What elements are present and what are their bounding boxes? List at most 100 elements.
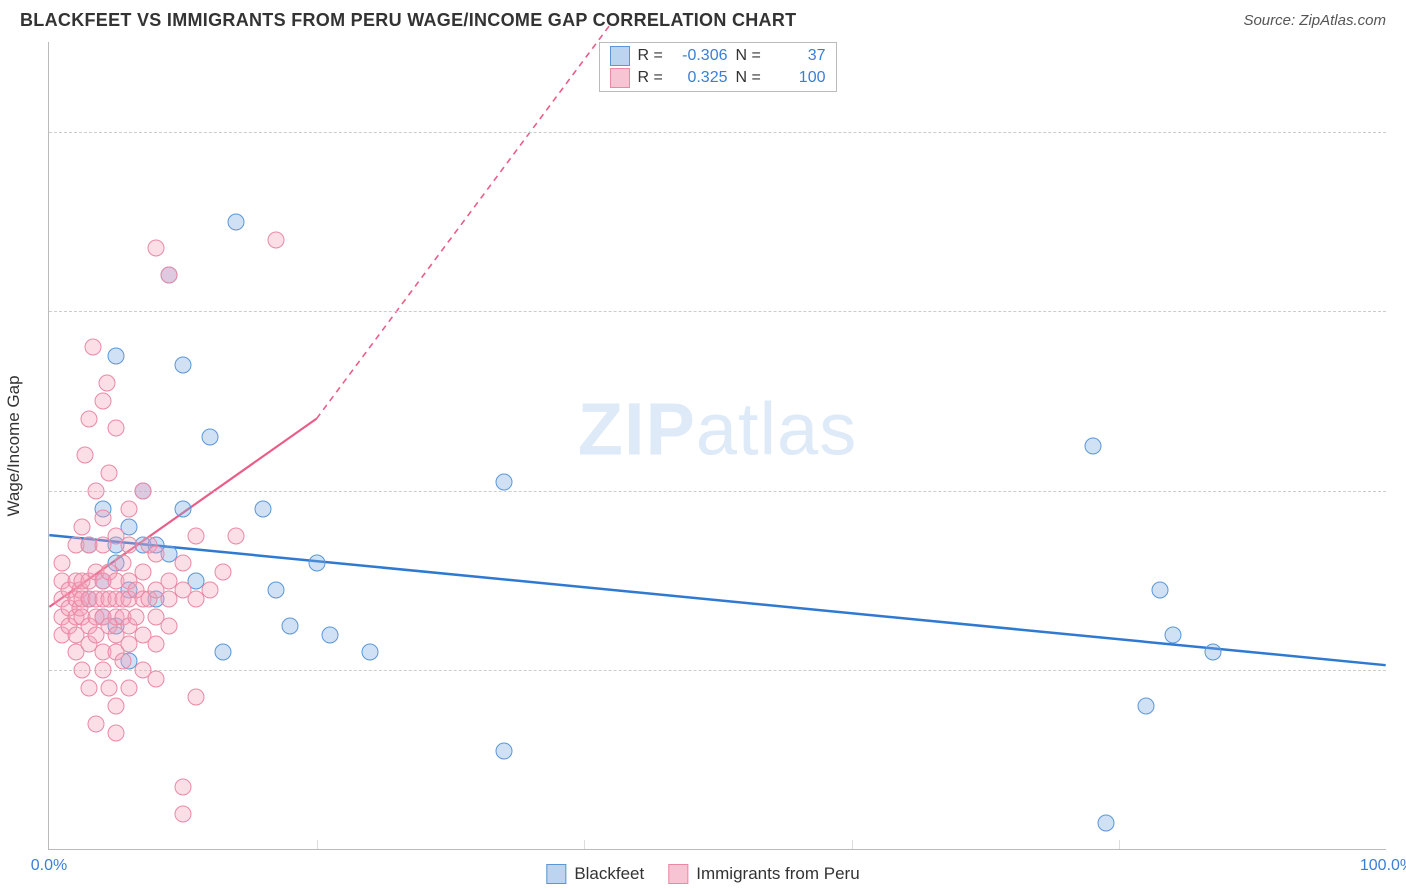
x-tick-label: 100.0% — [1360, 857, 1406, 875]
scatter-point — [114, 554, 131, 571]
scatter-point — [1164, 626, 1181, 643]
scatter-point — [98, 375, 115, 392]
stat-r-value: -0.306 — [676, 47, 728, 65]
scatter-point — [148, 671, 165, 688]
scatter-point — [94, 662, 111, 679]
chart-legend: Blackfeet Immigrants from Peru — [546, 864, 859, 884]
scatter-point — [188, 689, 205, 706]
series-swatch — [668, 864, 688, 884]
scatter-point — [1205, 644, 1222, 661]
scatter-point — [495, 743, 512, 760]
scatter-point — [161, 617, 178, 634]
gridline-vertical — [1119, 840, 1120, 849]
scatter-point — [77, 446, 94, 463]
gridline-horizontal — [49, 491, 1386, 492]
trend-line — [49, 535, 1385, 665]
series-swatch — [610, 68, 630, 88]
legend-label: Blackfeet — [574, 864, 644, 884]
scatter-point — [201, 429, 218, 446]
scatter-point — [308, 554, 325, 571]
legend-item: Immigrants from Peru — [668, 864, 859, 884]
stat-n-value: 100 — [774, 69, 826, 87]
scatter-point — [87, 716, 104, 733]
scatter-point — [87, 482, 104, 499]
scatter-point — [94, 509, 111, 526]
scatter-point — [321, 626, 338, 643]
scatter-point — [107, 348, 124, 365]
scatter-point — [127, 608, 144, 625]
scatter-point — [134, 563, 151, 580]
scatter-point — [174, 554, 191, 571]
legend-item: Blackfeet — [546, 864, 644, 884]
scatter-point — [228, 213, 245, 230]
gridline-horizontal — [49, 311, 1386, 312]
stats-row: R = 0.325 N = 100 — [600, 67, 836, 89]
scatter-point — [121, 536, 138, 553]
stat-r-label: R = — [638, 47, 668, 65]
scatter-point — [495, 473, 512, 490]
gridline-horizontal — [49, 670, 1386, 671]
scatter-point — [255, 500, 272, 517]
scatter-point — [268, 581, 285, 598]
stat-r-value: 0.325 — [676, 69, 728, 87]
y-tick-label: 20.0% — [1394, 661, 1406, 679]
scatter-point — [201, 581, 218, 598]
scatter-point — [174, 500, 191, 517]
scatter-point — [114, 653, 131, 670]
gridline-vertical — [852, 840, 853, 849]
series-swatch — [546, 864, 566, 884]
chart-title: BLACKFEET VS IMMIGRANTS FROM PERU WAGE/I… — [20, 10, 796, 31]
scatter-point — [214, 644, 231, 661]
legend-label: Immigrants from Peru — [696, 864, 859, 884]
scatter-point — [281, 617, 298, 634]
stat-n-label: N = — [736, 69, 766, 87]
scatter-point — [362, 644, 379, 661]
scatter-point — [54, 554, 71, 571]
stat-r-label: R = — [638, 69, 668, 87]
x-tick-label: 0.0% — [31, 857, 67, 875]
trend-lines-layer — [49, 42, 1386, 849]
correlation-stats-box: R = -0.306 N = 37 R = 0.325 N = 100 — [599, 42, 837, 92]
scatter-point — [161, 267, 178, 284]
scatter-point — [1138, 698, 1155, 715]
scatter-point — [101, 680, 118, 697]
scatter-point — [214, 563, 231, 580]
scatter-point — [107, 725, 124, 742]
series-swatch — [610, 46, 630, 66]
scatter-point — [107, 420, 124, 437]
y-axis-label: Wage/Income Gap — [4, 375, 24, 516]
scatter-point — [121, 680, 138, 697]
gridline-vertical — [317, 840, 318, 849]
scatter-plot-area: ZIPatlas R =-0.306N =37R =0.325N =100 20… — [48, 42, 1386, 850]
y-tick-label: 40.0% — [1394, 482, 1406, 500]
stats-row: R = -0.306 N = 37 — [600, 45, 836, 67]
scatter-point — [174, 779, 191, 796]
y-tick-label: 60.0% — [1394, 302, 1406, 320]
scatter-point — [268, 231, 285, 248]
scatter-point — [101, 464, 118, 481]
scatter-point — [94, 393, 111, 410]
scatter-point — [81, 411, 98, 428]
stat-n-label: N = — [736, 47, 766, 65]
scatter-point — [174, 806, 191, 823]
stat-n-value: 37 — [774, 47, 826, 65]
trend-line-extrapolated — [317, 24, 611, 419]
gridline-horizontal — [49, 132, 1386, 133]
source-attribution: Source: ZipAtlas.com — [1243, 12, 1386, 29]
gridline-vertical — [584, 840, 585, 849]
scatter-point — [134, 482, 151, 499]
scatter-point — [148, 635, 165, 652]
scatter-point — [74, 518, 91, 535]
y-tick-label: 80.0% — [1394, 123, 1406, 141]
scatter-point — [148, 240, 165, 257]
scatter-point — [85, 339, 102, 356]
scatter-point — [1098, 815, 1115, 832]
scatter-point — [188, 527, 205, 544]
scatter-point — [81, 680, 98, 697]
scatter-point — [228, 527, 245, 544]
scatter-point — [121, 500, 138, 517]
scatter-point — [74, 662, 91, 679]
scatter-point — [148, 545, 165, 562]
scatter-point — [1084, 438, 1101, 455]
scatter-point — [174, 357, 191, 374]
